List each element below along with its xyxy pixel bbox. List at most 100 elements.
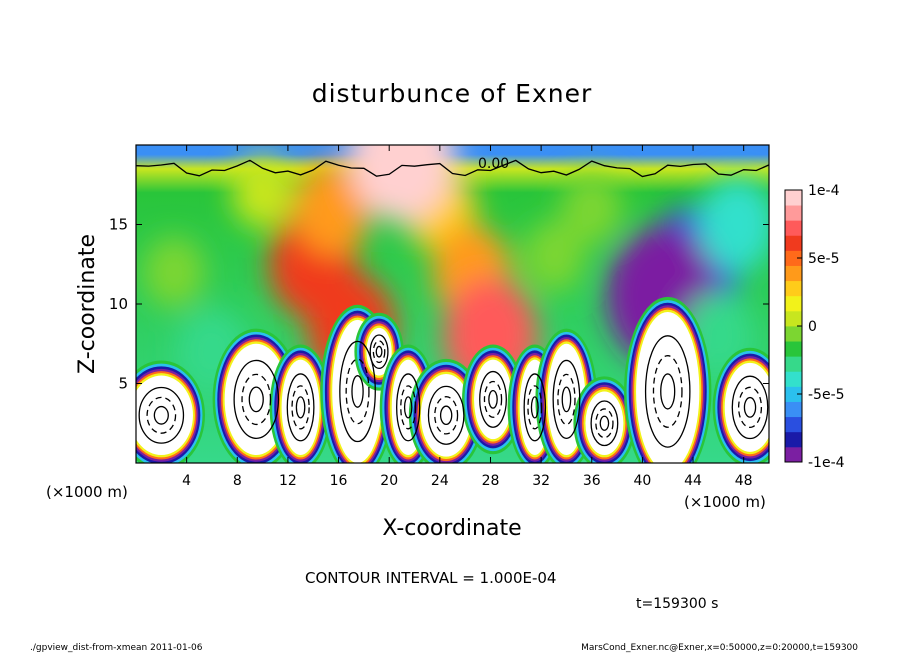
x-unit-right: (×1000 m)	[684, 493, 766, 511]
contour-10-1	[595, 408, 614, 439]
contour-3-0	[339, 340, 376, 443]
colorbar-swatch-13	[785, 250, 802, 266]
contour-8-0	[523, 373, 547, 442]
zero-contour-top	[136, 159, 769, 178]
y-axis-title: Z-coordinate	[75, 234, 100, 374]
contour-3-2	[351, 375, 364, 408]
contour-5-0	[396, 373, 421, 442]
contour-5-1	[400, 385, 417, 430]
contour-2-1	[291, 385, 310, 430]
contour-2-0	[286, 373, 315, 442]
contour-10-2	[599, 415, 610, 431]
saturated-core-0	[136, 375, 193, 456]
contour-6-2	[439, 405, 453, 426]
anomaly-blob-6	[348, 145, 455, 223]
colorbar-swatch-1	[785, 431, 802, 448]
contour-4-2	[375, 345, 383, 358]
anomaly-blob-1	[293, 161, 372, 256]
contour-12-1	[737, 386, 763, 429]
x-tick-label-1: 8	[233, 473, 242, 489]
contour-11-0	[644, 335, 691, 448]
colorbar-swatch-6	[785, 356, 802, 372]
saturated-core-11	[636, 311, 700, 463]
colorbar-tick-label-0: 1e-4	[808, 183, 840, 199]
x-tick-label-7: 32	[532, 473, 550, 489]
heatmap-field	[136, 145, 769, 463]
colorbar-swatch-16	[785, 205, 802, 221]
contour-4-0	[369, 334, 389, 370]
contour-1-2	[248, 386, 264, 413]
x-tick-label-10: 44	[684, 473, 702, 489]
contour-11-2	[660, 373, 676, 410]
x-tick-label-4: 20	[380, 473, 398, 489]
contour-4-1	[372, 340, 386, 364]
contour-8-2	[530, 396, 539, 419]
saturated-region-12	[712, 347, 769, 463]
x-unit-left: (×1000 m)	[46, 483, 128, 501]
contour-9-2	[561, 386, 572, 413]
saturated-core-12	[724, 362, 769, 452]
anomaly-blob-13	[523, 220, 585, 292]
contour-9-0	[552, 359, 581, 440]
contour-0-2	[153, 405, 169, 425]
contour-7-0	[479, 370, 507, 428]
chart-title: disturbunce of Exner	[312, 79, 593, 108]
contour-12-0	[731, 375, 769, 440]
contour-7-2	[488, 390, 498, 409]
contour-8-1	[527, 385, 543, 430]
colorbar-tick-label-3: -5e-5	[808, 387, 845, 403]
x-tick-label-0: 4	[182, 473, 191, 489]
colorbar-swatch-8	[785, 326, 802, 342]
contour-2-2	[295, 396, 306, 419]
x-tick-label-9: 40	[633, 473, 651, 489]
time-text: t=159300 s	[636, 596, 718, 612]
footer-left: ./gpview_dist-from-xmean 2011-01-06	[30, 643, 203, 653]
contour-6-1	[434, 396, 459, 435]
contour-6-0	[427, 385, 465, 445]
contour-7-1	[483, 380, 503, 418]
contour-0-1	[146, 396, 177, 434]
contour-1-0	[233, 359, 280, 440]
colorbar-swatch-5	[785, 371, 802, 387]
colorbar-swatch-0	[785, 446, 802, 463]
x-tick-label-8: 36	[583, 473, 601, 489]
contour-12-2	[743, 396, 757, 418]
colorbar-tick-label-2: 0	[808, 319, 817, 335]
saturated-region-0	[136, 360, 205, 463]
contour-interval-text: CONTOUR INTERVAL = 1.000E-04	[305, 569, 556, 587]
contour-3-1	[345, 358, 370, 425]
contour-9-1	[557, 373, 576, 426]
anomaly-blob-14	[561, 172, 623, 245]
x-axis-title: X-coordinate	[382, 516, 521, 541]
contour-11-1	[652, 355, 683, 428]
colorbar-swatch-14	[785, 235, 802, 251]
colorbar: 1e-4 5e-5 0 -5e-5 -1e-4	[784, 183, 845, 471]
contour-5-2	[403, 396, 413, 419]
y-tick-label-0: 5	[118, 375, 128, 393]
x-tick-label-2: 12	[279, 473, 297, 489]
colorbar-swatch-17	[785, 190, 802, 206]
colorbar-swatch-10	[785, 295, 802, 312]
contour-10-0	[590, 400, 619, 447]
footer-right: MarsCond_Exner.nc@Exner,x=0:50000,z=0:20…	[581, 643, 858, 653]
anomaly-blob-15	[231, 157, 294, 229]
anomaly-blob-9	[698, 177, 769, 272]
colorbar-tick-label-1: 5e-5	[808, 251, 839, 267]
x-tick-label-11: 48	[735, 473, 753, 489]
saturated-region-11	[624, 296, 712, 463]
x-tick-label-6: 28	[482, 473, 500, 489]
contour-1-1	[241, 373, 272, 426]
x-tick-label-5: 24	[431, 473, 449, 489]
y-tick-label-1: 10	[109, 295, 128, 313]
colorbar-swatch-3	[785, 401, 802, 418]
saturated-region-7	[461, 344, 525, 455]
contour-0-0	[138, 386, 185, 444]
colorbar-swatch-2	[785, 416, 802, 433]
y-tick-label-2: 15	[109, 216, 128, 234]
x-tick-label-3: 16	[330, 473, 348, 489]
colorbar-swatch-15	[785, 220, 802, 236]
anomaly-blob-12	[143, 236, 205, 308]
colorbar-swatch-9	[785, 310, 802, 327]
colorbar-swatch-12	[785, 265, 802, 282]
